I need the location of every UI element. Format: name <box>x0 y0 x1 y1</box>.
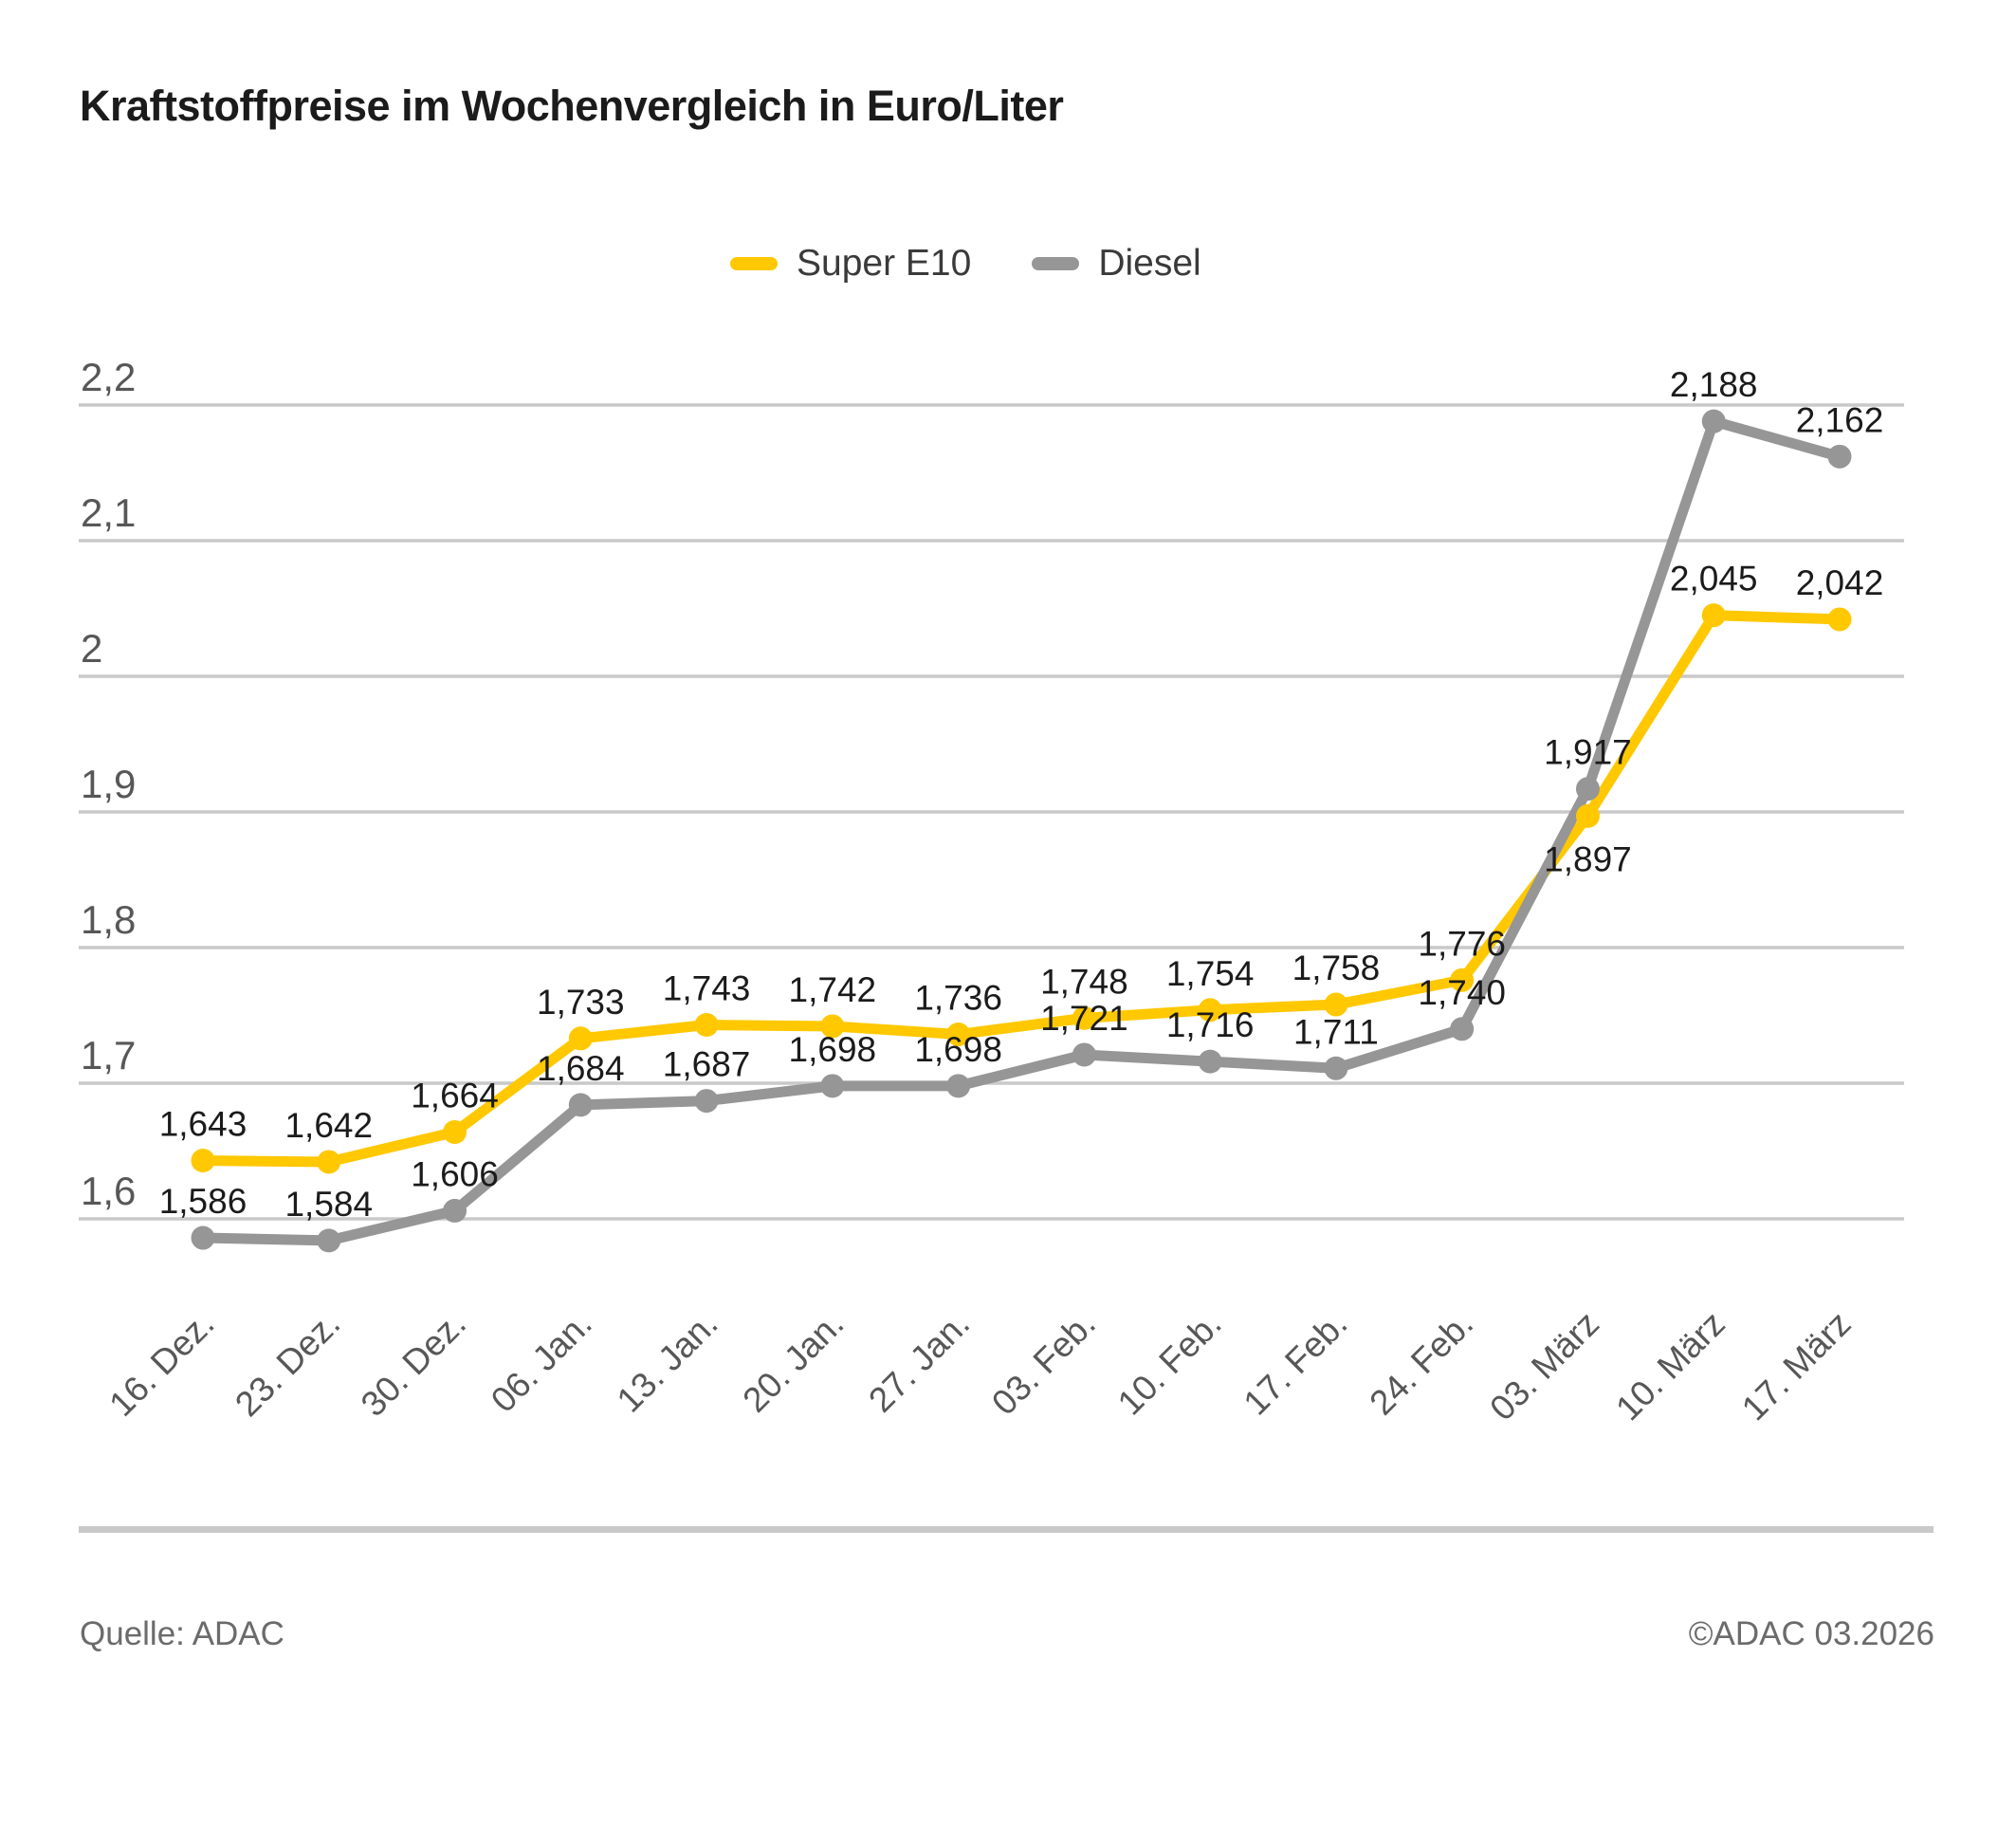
x-tick-label: 03. Feb. <box>984 1304 1103 1423</box>
diesel-point <box>946 1074 971 1098</box>
diesel-value-label: 1,584 <box>284 1185 373 1224</box>
y-tick-label: 2,1 <box>81 490 136 535</box>
super-e10-point <box>1701 603 1726 628</box>
super-e10-value-label: 1,733 <box>537 983 625 1022</box>
super-e10-point <box>946 1023 971 1047</box>
diesel-swatch-icon <box>1032 257 1080 270</box>
diesel-value-label: 1,740 <box>1418 973 1506 1012</box>
super-e10-value-label: 1,743 <box>663 969 751 1008</box>
super-e10-point <box>1198 998 1222 1023</box>
diesel-point <box>820 1074 845 1098</box>
diesel-point <box>1324 1056 1348 1080</box>
page-title: Kraftstoffpreise im Wochenvergleich in E… <box>80 82 1064 130</box>
diesel-point <box>568 1093 593 1117</box>
legend-item-diesel: Diesel <box>1032 243 1201 285</box>
x-tick-label: 16. Dez. <box>101 1304 221 1424</box>
chart-legend: Super E10 Diesel <box>730 243 1201 285</box>
super-e10-point <box>1072 1005 1096 1030</box>
super-e10-value-label: 2,042 <box>1796 563 1884 602</box>
super-e10-point <box>694 1013 719 1038</box>
y-tick-label: 2,2 <box>81 355 136 399</box>
super-e10-line <box>197 610 1845 1168</box>
diesel-point <box>1575 777 1600 801</box>
diesel-value-label: 1,687 <box>663 1045 751 1084</box>
source-text: Quelle: ADAC <box>80 1615 284 1652</box>
diesel-value-label: 1,716 <box>1166 1005 1255 1044</box>
super-e10-value-label: 1,754 <box>1166 954 1255 993</box>
super-e10-value-label: 1,897 <box>1544 839 1632 878</box>
y-tick-label: 2 <box>81 626 102 671</box>
diesel-point <box>191 1225 215 1250</box>
x-tick-label: 06. Jan. <box>484 1304 599 1420</box>
super-e10-value-label: 1,748 <box>1040 962 1128 1001</box>
super-e10-point <box>820 1014 845 1039</box>
x-tick-label: 13. Jan. <box>610 1304 725 1420</box>
diesel-point <box>694 1089 719 1114</box>
diesel-value-label: 1,606 <box>411 1154 499 1193</box>
diesel-value-label: 1,711 <box>1293 1012 1379 1051</box>
super-e10-swatch-icon <box>730 257 778 270</box>
x-tick-label: 03. März <box>1482 1304 1606 1428</box>
super-e10-value-label: 1,643 <box>159 1105 247 1144</box>
x-tick-label: 23. Dez. <box>228 1304 347 1424</box>
copyright-text: ©ADAC 03.2026 <box>1688 1615 1934 1652</box>
x-tick-label: 17. März <box>1734 1304 1859 1428</box>
super-e10-value-label: 1,742 <box>789 970 877 1009</box>
diesel-value-label: 1,586 <box>159 1182 247 1221</box>
super-e10-point <box>1450 967 1475 992</box>
x-tick-label: 27. Jan. <box>861 1304 977 1420</box>
super-e10-point <box>568 1026 593 1051</box>
y-tick-label: 1,9 <box>81 762 136 806</box>
x-tick-label: 30. Dez. <box>354 1304 473 1424</box>
super-e10-point <box>1575 803 1600 828</box>
diesel-value-label: 1,684 <box>537 1049 625 1088</box>
diesel-value-label: 1,917 <box>1544 733 1632 772</box>
y-tick-label: 1,8 <box>81 897 136 942</box>
diesel-line <box>197 415 1845 1246</box>
diesel-value-label: 2,188 <box>1670 365 1758 404</box>
diesel-point <box>1198 1049 1222 1074</box>
diesel-point <box>1072 1042 1096 1067</box>
x-tick-label: 24. Feb. <box>1362 1304 1480 1423</box>
diesel-value-label: 1,698 <box>914 1030 1002 1069</box>
super-e10-point <box>317 1150 341 1174</box>
super-e10-value-label: 1,758 <box>1292 949 1381 987</box>
diesel-point <box>1827 444 1852 469</box>
diesel-value-label: 2,162 <box>1796 400 1884 439</box>
diesel-value-label: 1,698 <box>789 1030 877 1069</box>
diesel-point <box>443 1198 467 1223</box>
super-e10-value-label: 1,776 <box>1418 924 1506 963</box>
super-e10-value-label: 1,664 <box>411 1076 499 1115</box>
footer-divider <box>79 1526 1934 1533</box>
super-e10-point <box>1324 992 1348 1017</box>
diesel-point <box>1701 409 1726 433</box>
legend-label-super-e10: Super E10 <box>797 243 972 284</box>
super-e10-value-label: 2,045 <box>1670 560 1758 599</box>
super-e10-point <box>191 1149 215 1173</box>
legend-label-diesel: Diesel <box>1098 243 1201 284</box>
x-tick-label: 17. Feb. <box>1237 1304 1355 1423</box>
y-tick-label: 1,6 <box>81 1169 136 1213</box>
super-e10-value-label: 1,736 <box>914 979 1002 1018</box>
super-e10-point <box>443 1119 467 1144</box>
x-tick-label: 10. März <box>1608 1304 1732 1428</box>
y-tick-label: 1,7 <box>81 1033 136 1078</box>
diesel-point <box>1450 1017 1475 1041</box>
x-tick-label: 20. Jan. <box>735 1304 851 1420</box>
diesel-point <box>317 1228 341 1253</box>
super-e10-point <box>1827 607 1852 632</box>
x-tick-label: 10. Feb. <box>1110 1304 1229 1423</box>
diesel-value-label: 1,721 <box>1040 999 1128 1038</box>
legend-item-super-e10: Super E10 <box>730 243 971 285</box>
super-e10-value-label: 1,642 <box>284 1106 373 1145</box>
